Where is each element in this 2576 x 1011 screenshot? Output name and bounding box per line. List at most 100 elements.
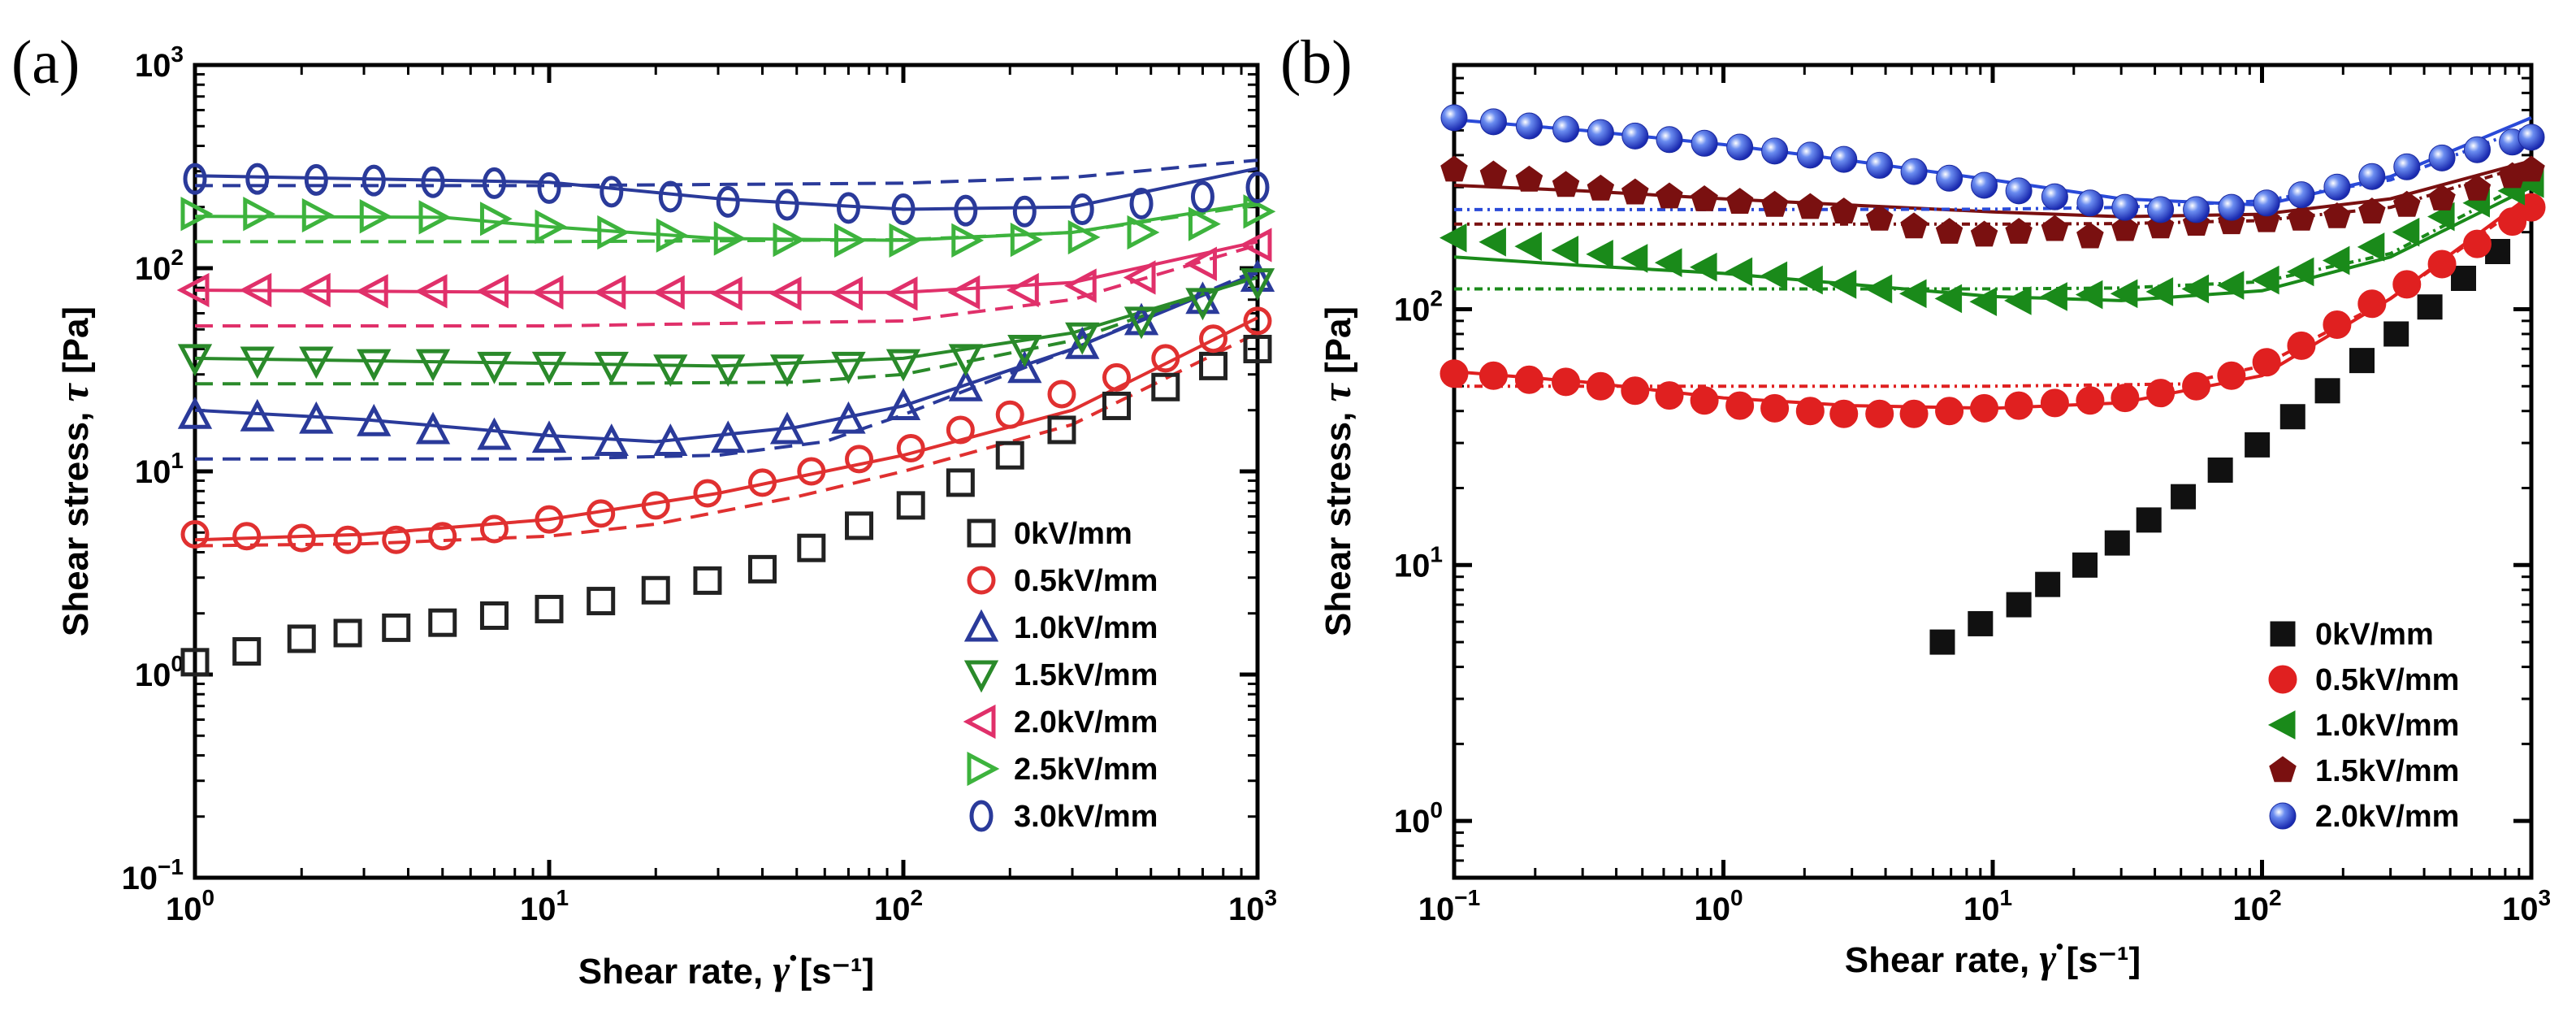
data-point	[716, 185, 740, 218]
data-point	[183, 163, 207, 195]
data-point	[891, 193, 916, 225]
data-point	[1243, 306, 1272, 336]
data-point	[2428, 144, 2456, 171]
data-point	[1760, 261, 1788, 291]
panel-a-label: (a)	[11, 28, 80, 97]
data-point	[693, 479, 722, 508]
legend-entry: 1.0kV/mm	[1014, 611, 1158, 645]
data-point	[587, 499, 616, 528]
y-tick-label: 10−1	[122, 854, 184, 896]
data-point	[530, 275, 564, 310]
data-point	[2004, 391, 2033, 420]
panel-b-y-axis-label: Shear stress, τ [Pa]	[1314, 306, 1359, 636]
data-point	[1552, 367, 1581, 397]
data-point	[2076, 386, 2105, 415]
data-point	[1440, 155, 1468, 182]
data-point	[2041, 183, 2068, 210]
data-point	[747, 554, 777, 584]
data-point	[885, 388, 921, 420]
data-point	[382, 525, 411, 554]
data-point	[656, 218, 689, 253]
data-point	[1690, 386, 1719, 415]
data-point	[1552, 115, 1580, 143]
x-tick-label: 103	[2502, 885, 2551, 927]
data-point	[1690, 252, 1717, 282]
data-point	[885, 349, 921, 382]
x-tick-label: 102	[2232, 885, 2281, 927]
data-point	[476, 274, 509, 309]
data-point	[2181, 274, 2210, 304]
data-point	[2041, 215, 2069, 241]
data-point	[1829, 270, 1857, 299]
data-point	[1621, 376, 1650, 406]
data-point	[1047, 415, 1076, 445]
data-point	[885, 276, 918, 311]
data-point	[1151, 344, 1180, 373]
data-point	[1515, 112, 1543, 140]
data-point	[1243, 194, 1276, 229]
data-point	[2075, 280, 2103, 310]
data-point	[1006, 272, 1039, 308]
data-point	[414, 274, 448, 309]
data-point	[177, 396, 213, 429]
x-tick-label: 103	[1228, 885, 1277, 927]
data-point	[2358, 197, 2386, 223]
data-point	[2392, 270, 2422, 299]
data-point	[1007, 334, 1042, 367]
data-point	[479, 202, 513, 236]
legend-entry: 2.0kV/mm	[1014, 705, 1158, 740]
data-point	[1760, 190, 1789, 217]
data-point	[355, 274, 388, 309]
data-point	[1067, 219, 1101, 255]
data-point	[1795, 265, 1823, 295]
data-point	[1439, 223, 1467, 253]
data-point	[1047, 380, 1076, 409]
data-point	[1552, 171, 1580, 197]
data-point	[2076, 222, 2104, 249]
data-point	[2358, 163, 2386, 190]
data-point	[1796, 193, 1825, 219]
data-point	[1936, 164, 1963, 192]
data-point	[1243, 334, 1272, 363]
panel-a-x-ticks: 100 101 102 103	[166, 65, 1277, 927]
data-point	[2207, 457, 2233, 483]
data-point	[535, 209, 568, 245]
data-point	[428, 522, 457, 551]
data-point	[1199, 351, 1228, 380]
data-point	[1440, 359, 1469, 388]
data-point	[1245, 171, 1270, 204]
data-point	[301, 197, 335, 233]
data-point	[2322, 245, 2350, 276]
data-point	[535, 505, 564, 534]
legend-entry: 2.0kV/mm	[2315, 800, 2459, 834]
data-point	[1440, 104, 1468, 132]
data-point	[641, 575, 670, 605]
data-point	[1007, 350, 1042, 384]
legend-entry: 0.5kV/mm	[2315, 663, 2459, 697]
data-point	[1655, 381, 1684, 410]
data-point	[531, 351, 567, 384]
x-tick-label: 101	[520, 885, 569, 927]
data-point	[232, 522, 262, 551]
data-point	[1586, 239, 1613, 269]
data-point	[597, 215, 630, 250]
data-point	[954, 194, 978, 227]
data-point	[769, 354, 805, 388]
fit-line-solid	[194, 201, 1258, 242]
legend-entry: 0kV/mm	[1014, 517, 1132, 551]
data-point	[1970, 393, 1999, 423]
data-point	[1063, 268, 1097, 303]
data-point	[1621, 122, 1649, 150]
data-point	[1898, 279, 1927, 309]
data-point	[2111, 215, 2139, 241]
data-point	[831, 351, 866, 384]
fit-line-solid	[194, 271, 1258, 444]
data-point	[1830, 197, 1858, 223]
data-point	[587, 587, 616, 616]
data-point	[889, 223, 922, 258]
data-point	[2383, 321, 2409, 347]
data-point	[1656, 182, 1683, 209]
data-point	[836, 192, 860, 224]
data-point	[2252, 348, 2281, 377]
